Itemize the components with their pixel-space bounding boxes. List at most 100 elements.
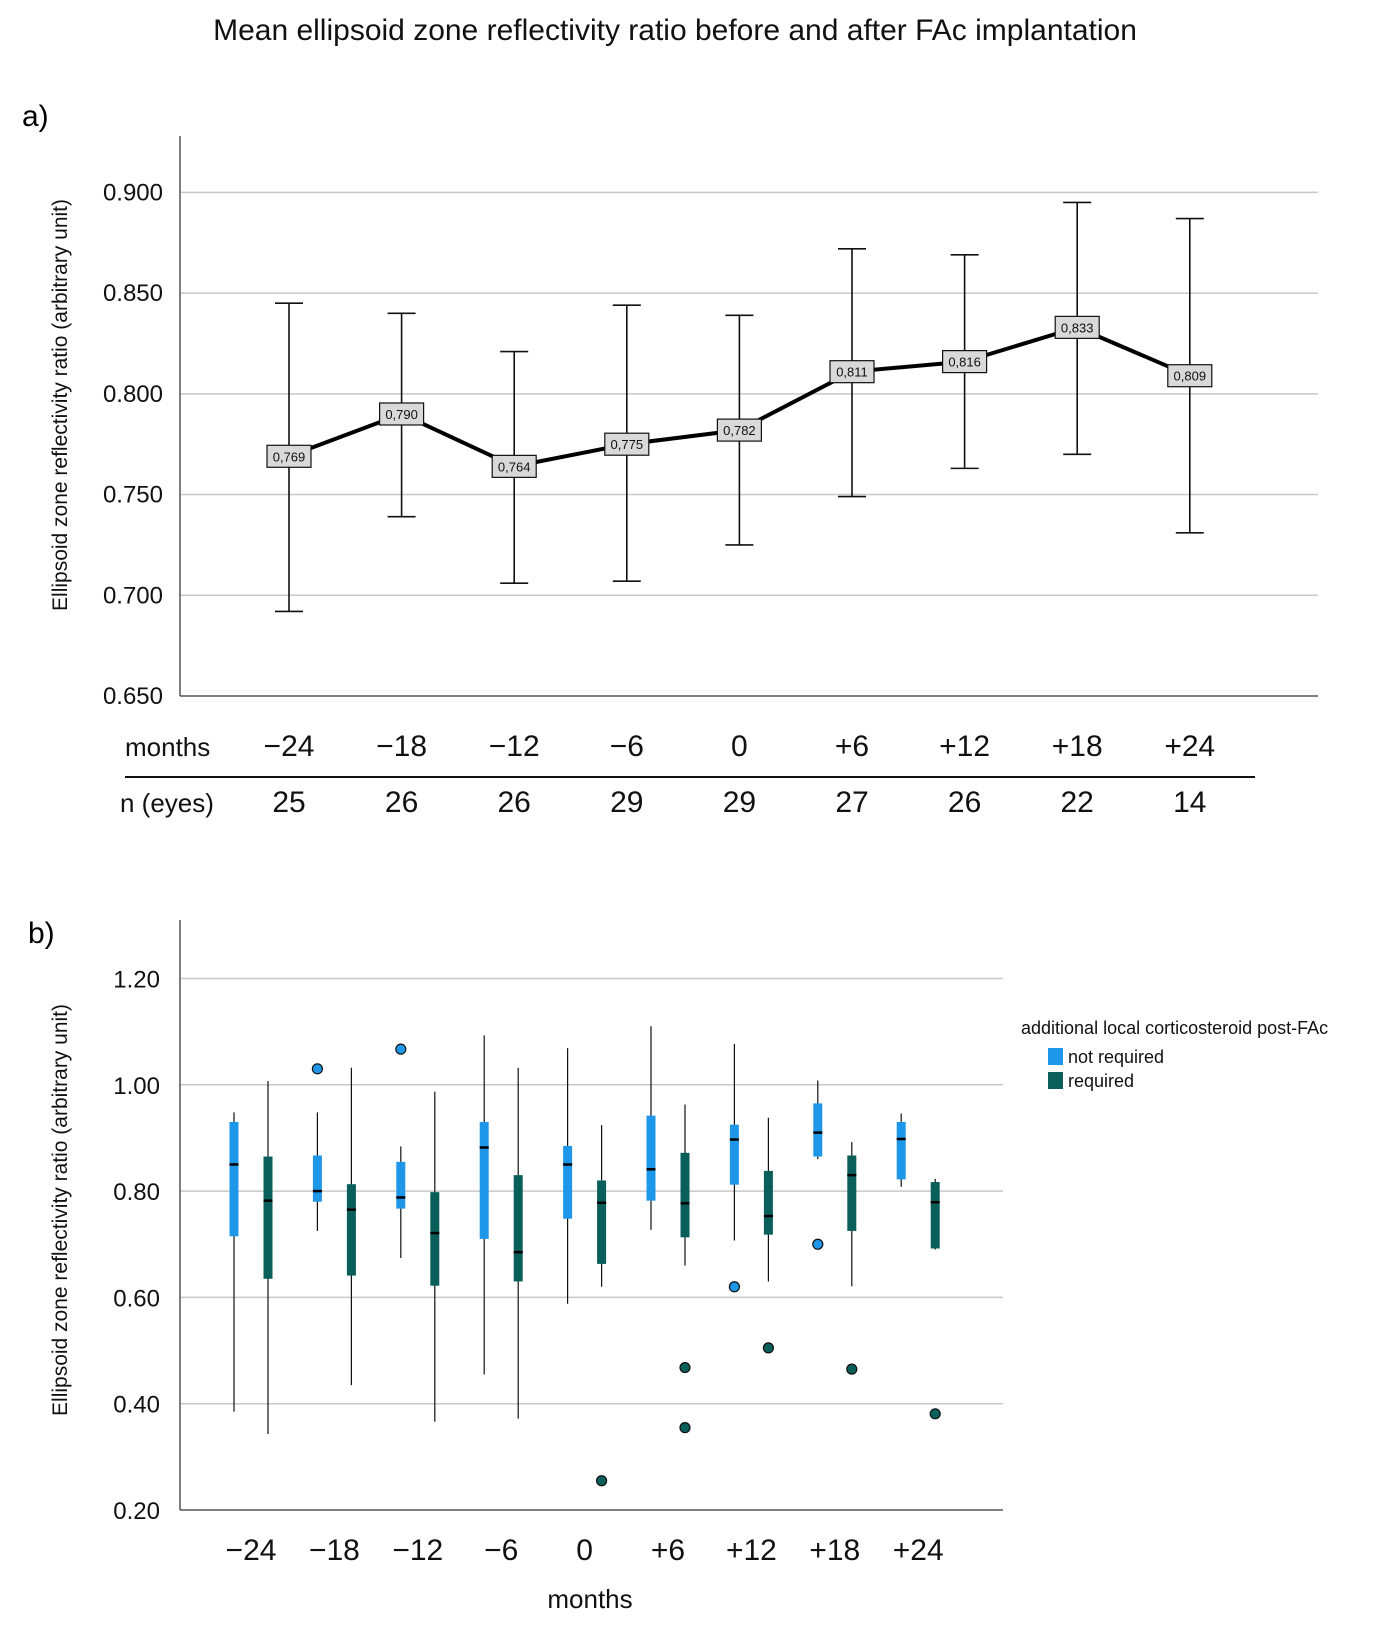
panel-b-y-tick-label: 0.60 — [113, 1285, 160, 1312]
panel-a-y-axis-title: Ellipsoid zone reflectivity ratio (arbit… — [49, 199, 72, 611]
box-outlier-required — [679, 1422, 691, 1434]
legend-label-not-required: not required — [1068, 1047, 1164, 1067]
n-eyes-row-value: 26 — [948, 786, 981, 819]
panel-b-x-tick-label: +24 — [893, 1534, 944, 1567]
box-outlier-not-required — [311, 1063, 323, 1075]
n-eyes-row-value: 29 — [610, 786, 643, 819]
box-outlier-required — [595, 1475, 608, 1487]
panel-b-x-tick-label: +18 — [809, 1534, 860, 1567]
n-eyes-row-label: n (eyes) — [120, 788, 214, 818]
box-iqr-required — [597, 1180, 607, 1264]
box-iqr-required — [430, 1192, 440, 1286]
panel-b-boxplots — [229, 1026, 941, 1487]
box-outlier-required — [929, 1408, 941, 1420]
panel-a-y-tick-label: 0.650 — [103, 683, 163, 710]
panel-b-x-tick-label: +6 — [651, 1534, 685, 1567]
panel-b-x-tick-label: 0 — [576, 1534, 593, 1567]
panel-b-y-tick-label: 0.40 — [113, 1392, 160, 1419]
box-iqr-required — [847, 1155, 857, 1231]
months-row-value: −18 — [376, 730, 427, 763]
box-iqr-required — [930, 1182, 940, 1249]
box-iqr-not-required — [563, 1145, 573, 1219]
box-iqr-not-required — [896, 1121, 906, 1180]
n-eyes-row-value: 22 — [1061, 786, 1094, 819]
panel-a-y-tick-label: 0.900 — [103, 179, 163, 206]
panel-a-mean-label-box — [1167, 364, 1213, 388]
months-row-value: −12 — [489, 730, 540, 763]
panel-b-x-tick-label: −18 — [309, 1534, 360, 1567]
n-eyes-row-value: 25 — [272, 786, 305, 819]
box-outlier-required — [846, 1363, 858, 1375]
panel-b-x-tick-label: −6 — [484, 1534, 518, 1567]
panel-a-y-tick-label: 0.750 — [103, 482, 163, 509]
panel-a-gridlines — [180, 191, 1318, 597]
legend-label-required: required — [1068, 1071, 1134, 1091]
panel-a-mean-label-box — [941, 350, 988, 374]
months-row: −24 −18 −12 −6 0 +6 +12 +18 +24 — [264, 730, 1216, 763]
box-outlier-not-required — [728, 1281, 741, 1293]
panel-b-label: b) — [28, 917, 55, 950]
panel-a-mean-label: 0,833 — [1061, 320, 1094, 335]
panel-b-y-axis-title: Ellipsoid zone reflectivity ratio (arbit… — [49, 1004, 72, 1416]
box-iqr-not-required — [229, 1121, 239, 1237]
panel-b-x-axis-title: months — [547, 1584, 632, 1614]
panel-b-x-tick-label: −12 — [392, 1534, 443, 1567]
panel-a-y-tick-label: 0.800 — [103, 381, 163, 408]
legend-swatch-not-required — [1048, 1048, 1063, 1065]
box-iqr-not-required — [646, 1115, 656, 1201]
panel-b-y-tick-label: 0.80 — [113, 1179, 160, 1206]
panel-a-mean-label-box — [604, 432, 650, 456]
months-row-value: +12 — [939, 730, 990, 763]
box-iqr-not-required — [396, 1161, 406, 1209]
months-row-value: −24 — [264, 730, 315, 763]
box-outlier-not-required — [395, 1043, 407, 1055]
panel-a-mean-label: 0,769 — [273, 449, 306, 464]
panel-a-mean-label-box — [266, 444, 312, 468]
panel-a-mean-label-box — [491, 454, 537, 478]
figure-title: Mean ellipsoid zone reflectivity ratio b… — [213, 14, 1137, 47]
months-row-value: −6 — [610, 730, 644, 763]
panel-a-mean-label: 0,782 — [723, 423, 756, 438]
panel-a-y-tick-label: 0.850 — [103, 280, 163, 307]
box-iqr-not-required — [312, 1155, 322, 1202]
box-iqr-required — [346, 1184, 356, 1276]
panel-a-y-tick-label: 0.700 — [103, 582, 163, 609]
months-row-value: 0 — [731, 730, 748, 763]
panel-a-mean-label: 0,790 — [385, 407, 418, 422]
box-iqr-required — [680, 1152, 690, 1238]
panel-a-mean-label: 0,811 — [836, 365, 868, 380]
months-row-value: +6 — [835, 730, 869, 763]
panel-b-y-tick-label: 0.20 — [113, 1498, 160, 1525]
legend-swatch-required — [1048, 1072, 1063, 1089]
panel-b-x-tick-label: +12 — [726, 1534, 777, 1567]
panel-a-mean-label-box — [379, 402, 425, 426]
panel-b-y-tick-label: 1.20 — [113, 966, 160, 993]
panel-b-gridlines — [180, 977, 1003, 1405]
panel-a-mean-label-box — [1054, 315, 1100, 339]
box-iqr-required — [263, 1156, 273, 1279]
box-iqr-not-required — [813, 1103, 823, 1157]
months-row-label: months — [125, 732, 210, 762]
box-iqr-not-required — [479, 1121, 489, 1239]
box-outlier-not-required — [812, 1238, 824, 1250]
panel-b-x-tick-label: −24 — [226, 1534, 277, 1567]
box-outlier-required — [762, 1342, 775, 1354]
n-eyes-row-value: 14 — [1173, 786, 1206, 819]
months-row-value: +18 — [1052, 730, 1103, 763]
panel-a-mean-label-box — [829, 360, 875, 384]
box-iqr-not-required — [729, 1124, 739, 1185]
box-outlier-required — [679, 1361, 691, 1374]
legend-title: additional local corticosteroid post-FAc — [1021, 1018, 1328, 1038]
panel-a-mean-label: 0,764 — [498, 459, 531, 474]
n-eyes-row-value: 26 — [385, 786, 418, 819]
n-eyes-row-value: 29 — [723, 786, 756, 819]
legend: additional local corticosteroid post-FAc… — [1021, 1018, 1328, 1091]
panel-a-mean-label: 0,809 — [1174, 369, 1207, 384]
n-eyes-row-value: 26 — [498, 786, 531, 819]
panel-a-mean-label: 0,775 — [611, 437, 644, 452]
panel-a-mean-labels: 0,769 0,790 0,764 0,775 0,782 0,811 0,816 0,833… — [266, 315, 1213, 478]
n-eyes-row-value: 27 — [835, 786, 868, 819]
panel-a-label: a) — [22, 100, 49, 133]
panel-b-y-tick-label: 1.00 — [113, 1073, 160, 1100]
